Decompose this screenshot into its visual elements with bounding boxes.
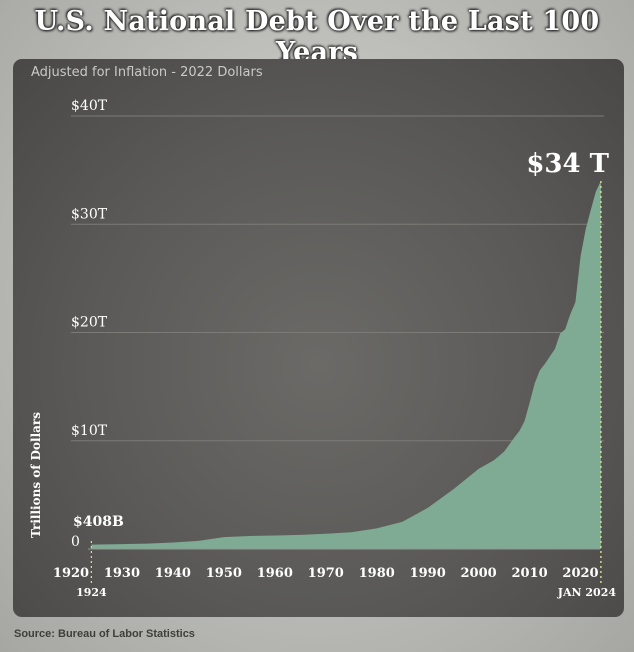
- source-note: Source: Bureau of Labor Statistics: [14, 628, 195, 640]
- annotation-408b: $408B: [73, 514, 124, 530]
- x-tick-label-1970: 1970: [308, 566, 344, 581]
- x-tick-label-1990: 1990: [410, 566, 446, 581]
- y-tick-label-30: $30T: [71, 206, 108, 222]
- annotation-date-1924: 1924: [76, 586, 107, 599]
- y-tick-label-40: $40T: [71, 98, 108, 114]
- x-tick-label-2020: 2020: [562, 566, 598, 581]
- y-tick-label-20: $20T: [71, 315, 108, 331]
- y-axis-label: Trillions of Dollars: [29, 412, 43, 538]
- x-tick-label-1950: 1950: [206, 566, 242, 581]
- x-tick-label-1930: 1930: [104, 566, 140, 581]
- y-tick-label-0: 0: [71, 534, 80, 550]
- annotation-date-2024: JAN 2024: [557, 586, 617, 599]
- chart-title: U.S. National Debt Over the Last 100 Yea…: [34, 6, 600, 68]
- x-tick-label-2000: 2000: [461, 566, 497, 581]
- annotation-34t: $34 T: [526, 149, 609, 179]
- x-tick-label-1980: 1980: [359, 566, 395, 581]
- x-tick-label-1920: 1920: [53, 566, 89, 581]
- chart-subtitle: Adjusted for Inflation - 2022 Dollars: [31, 65, 263, 80]
- x-tick-label-2010: 2010: [511, 566, 547, 581]
- x-tick-label-1960: 1960: [257, 566, 293, 581]
- x-tick-label-1940: 1940: [155, 566, 191, 581]
- debt-area: [91, 180, 601, 549]
- y-tick-label-10: $10T: [71, 423, 108, 439]
